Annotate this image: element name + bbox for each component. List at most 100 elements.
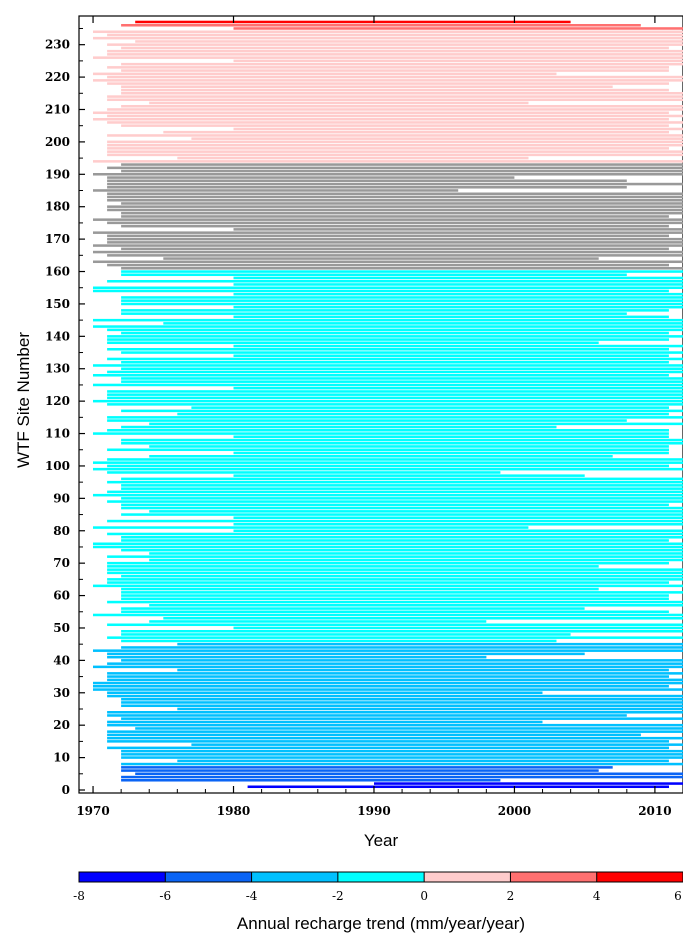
- colorbar-tick-label-6: 4: [593, 889, 601, 903]
- site-bar-204: [233, 127, 683, 131]
- site-bar-208: [107, 114, 683, 118]
- y-tick-label-140: 140: [45, 329, 70, 343]
- site-bar-84: [233, 516, 683, 520]
- site-bar-209: [93, 111, 669, 115]
- site-bar-116: [177, 412, 669, 416]
- x-tick-label-1970: 1970: [76, 804, 109, 818]
- site-bar-56: [121, 607, 585, 610]
- site-bar-61: [121, 591, 683, 594]
- site-bar-175: [107, 221, 683, 225]
- site-bar-7: [121, 766, 613, 769]
- site-bar-231: [135, 40, 683, 43]
- site-bar-14: [191, 743, 683, 746]
- site-bar-65: [107, 578, 683, 581]
- site-bar-228: [107, 49, 683, 53]
- site-bar-86: [149, 510, 683, 513]
- y-tick-label-70: 70: [53, 556, 70, 570]
- site-bar-91: [93, 493, 683, 497]
- site-bar-35: [107, 675, 670, 678]
- site-bar-206: [107, 121, 683, 124]
- colorbar-tick-label-1: -6: [159, 889, 171, 903]
- site-bar-39: [107, 662, 683, 665]
- site-bar-100: [107, 464, 670, 468]
- site-bar-128: [93, 374, 669, 377]
- site-bar-52: [149, 620, 487, 623]
- site-bar-107: [121, 442, 683, 445]
- site-bar-180: [107, 205, 683, 208]
- site-bar-136: [107, 348, 670, 351]
- site-bar-132: [121, 361, 669, 364]
- site-bar-88: [121, 503, 669, 507]
- site-bar-158: [233, 276, 683, 280]
- site-bar-173: [233, 228, 683, 231]
- site-bar-113: [149, 422, 683, 426]
- site-bar-170: [107, 237, 683, 241]
- site-bar-179: [107, 208, 683, 212]
- y-tick-label-100: 100: [45, 459, 70, 473]
- site-bar-207: [93, 118, 669, 121]
- site-bar-133: [107, 357, 683, 361]
- site-bar-226: [93, 56, 683, 59]
- y-tick-label-190: 190: [45, 167, 70, 181]
- site-bar-46: [121, 639, 557, 643]
- site-bar-103: [149, 455, 613, 458]
- site-bar-141: [121, 331, 669, 335]
- site-bar-36: [107, 672, 683, 675]
- site-bar-16: [107, 736, 683, 740]
- site-bar-93: [121, 487, 683, 490]
- site-bar-19: [135, 727, 683, 730]
- site-bar-82: [233, 523, 683, 526]
- site-bar-190: [93, 173, 683, 176]
- site-bar-154: [93, 289, 669, 293]
- y-axis-title: WTF Site Number: [14, 332, 33, 468]
- site-bar-198: [107, 147, 670, 150]
- site-bar-177: [121, 215, 669, 218]
- site-bar-13: [107, 746, 670, 750]
- site-bar-216: [121, 88, 669, 92]
- site-bar-191: [121, 169, 683, 173]
- site-bar-85: [121, 513, 683, 516]
- site-bar-134: [233, 354, 669, 358]
- site-bar-72: [107, 555, 683, 558]
- site-bar-102: [107, 458, 683, 461]
- site-bar-178: [121, 211, 683, 215]
- site-bar-3: [121, 779, 501, 782]
- site-bar-45: [177, 642, 683, 646]
- site-bar-188: [107, 179, 627, 183]
- site-bar-41: [107, 655, 487, 659]
- colorbar-segment-0: [79, 872, 166, 882]
- site-bar-8: [121, 762, 683, 766]
- site-bar-63: [93, 584, 683, 588]
- site-bar-214: [107, 95, 683, 98]
- y-tick-label-60: 60: [53, 589, 70, 603]
- site-bar-124: [233, 386, 683, 390]
- site-bar-5: [135, 772, 683, 776]
- site-bar-98: [107, 471, 501, 474]
- site-bar-187: [107, 182, 683, 186]
- site-bar-199: [107, 143, 683, 147]
- y-tick-label-40: 40: [53, 653, 70, 667]
- site-bar-156: [233, 283, 683, 286]
- site-bar-230: [107, 43, 683, 46]
- colorbar-segment-5: [510, 872, 597, 882]
- site-bar-237: [135, 20, 571, 24]
- colorbar-tick-label-3: -2: [332, 889, 344, 903]
- site-bar-34: [107, 678, 683, 682]
- site-bar-17: [107, 733, 641, 737]
- site-bar-140: [107, 335, 683, 338]
- site-bar-147: [121, 312, 627, 315]
- site-bar-146: [233, 315, 669, 319]
- site-bar-227: [107, 53, 683, 56]
- site-bar-21: [107, 720, 543, 724]
- y-tick-label-160: 160: [45, 265, 70, 279]
- site-bar-138: [107, 341, 599, 345]
- site-bar-221: [93, 72, 557, 76]
- site-bar-32: [93, 685, 669, 688]
- site-bar-111: [107, 429, 670, 432]
- site-bar-62: [121, 587, 599, 591]
- site-bar-164: [163, 257, 599, 260]
- site-bar-174: [121, 224, 669, 228]
- y-tick-label-150: 150: [45, 297, 70, 311]
- x-axis: 1970 1980 1990 2000 2010: [76, 16, 672, 818]
